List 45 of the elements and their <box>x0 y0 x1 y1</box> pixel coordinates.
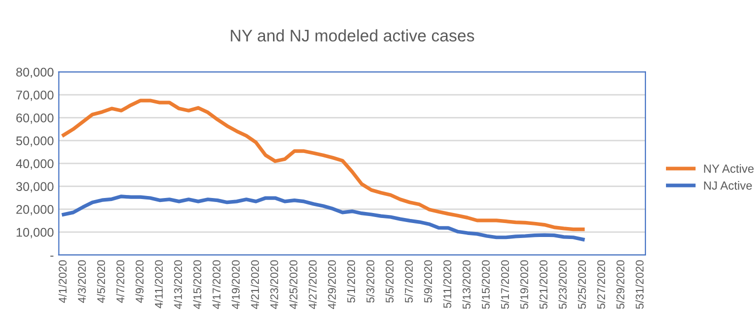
x-tick-label: 4/5/2020 <box>96 260 106 303</box>
legend-label: NJ Active <box>704 181 752 190</box>
x-tick-label: 5/15/2020 <box>482 260 490 309</box>
x-tick-label: 4/15/2020 <box>193 260 202 310</box>
x-tick-label: 4/23/2020 <box>270 260 278 310</box>
x-tick-label: 4/3/2020 <box>78 260 86 303</box>
y-tick-label: 40,000 <box>16 159 54 170</box>
x-tick-label: 5/25/2020 <box>578 260 586 309</box>
x-tick-label: 5/31/2020 <box>635 260 644 309</box>
x-tick-label: 4/9/2020 <box>135 260 144 303</box>
x-tick-label: 4/13/2020 <box>174 260 182 310</box>
x-tick-label: 4/7/2020 <box>116 260 124 303</box>
x-tick-label: 5/9/2020 <box>424 260 432 303</box>
x-tick-label: 5/27/2020 <box>596 260 606 309</box>
x-tick-label: 5/17/2020 <box>500 260 509 309</box>
x-tick-label: 5/1/2020 <box>346 260 356 303</box>
x-tick-label: 4/29/2020 <box>328 260 336 310</box>
y-tick-label: 60,000 <box>16 113 54 124</box>
x-tick-label: 4/1/2020 <box>58 260 67 303</box>
x-tick-label: 5/21/2020 <box>539 260 548 309</box>
y-tick-label: 70,000 <box>16 90 54 101</box>
line-series <box>62 194 585 242</box>
x-tick-label: 5/3/2020 <box>366 260 374 303</box>
x-tick-label: 5/13/2020 <box>462 260 470 309</box>
y-tick-label: 20,000 <box>16 205 54 216</box>
y-tick-label: 50,000 <box>16 136 54 147</box>
x-tick-label: 5/11/2020 <box>443 260 452 308</box>
chart-title: NY and NJ modeled active cases <box>230 29 474 42</box>
legend-label: NY Active <box>704 164 754 173</box>
x-tick-label: 5/29/2020 <box>616 260 624 309</box>
x-tick-label: 4/19/2020 <box>232 260 240 310</box>
x-tick-label: 4/11/2020 <box>154 260 163 308</box>
x-tick-label: 5/23/2020 <box>558 260 567 309</box>
x-tick-label: 5/7/2020 <box>404 260 413 303</box>
x-tick-label: 5/5/2020 <box>385 260 394 303</box>
line-series <box>62 98 585 232</box>
y-tick-label: 10,000 <box>16 228 54 238</box>
y-tick-label: 80,000 <box>16 68 54 78</box>
x-tick-label: 4/17/2020 <box>212 260 220 310</box>
y-tick-label: - <box>50 256 54 257</box>
x-tick-label: 4/25/2020 <box>289 260 298 310</box>
x-tick-label: 5/19/2020 <box>520 260 528 309</box>
x-tick-label: 4/21/2020 <box>250 260 259 310</box>
y-tick-label: 30,000 <box>16 182 54 192</box>
x-tick-label: 4/27/2020 <box>308 260 317 310</box>
